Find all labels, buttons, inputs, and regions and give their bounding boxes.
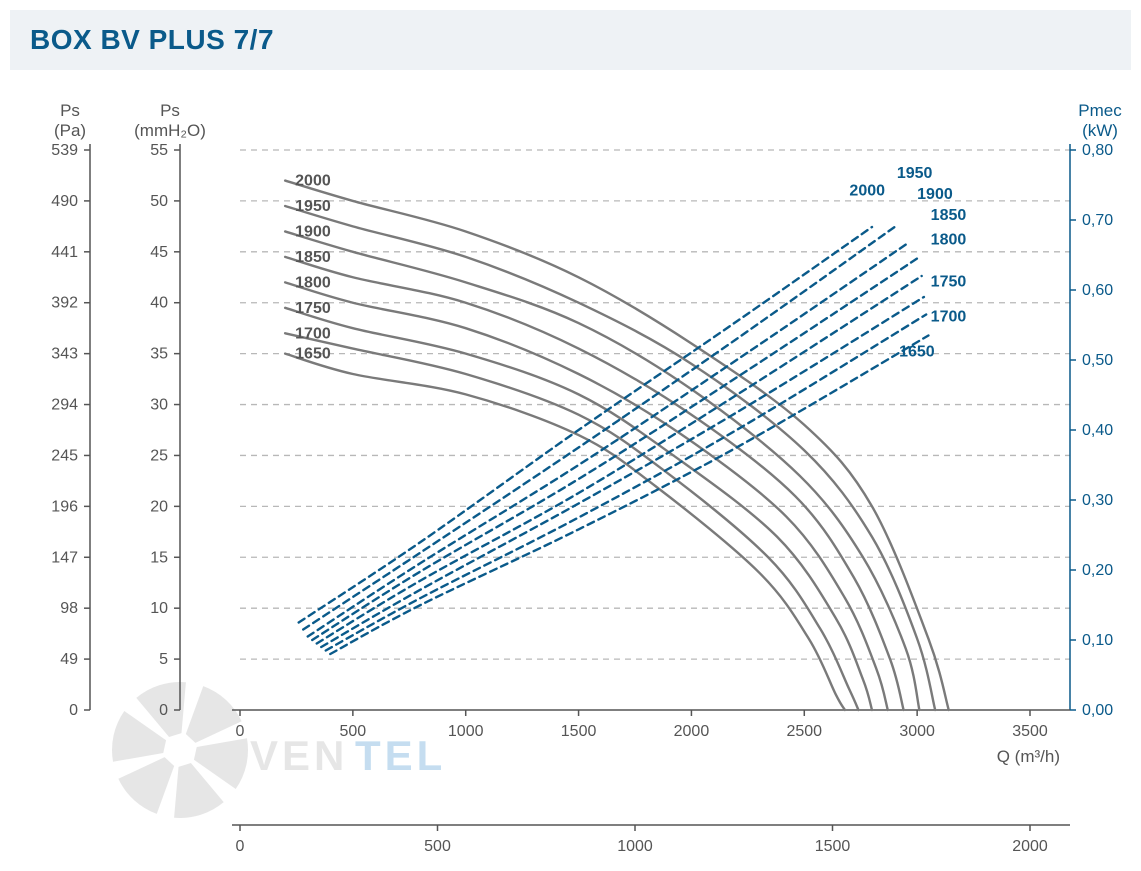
- svg-text:TEL: TEL: [355, 732, 446, 779]
- svg-text:0,80: 0,80: [1082, 142, 1113, 159]
- svg-text:50: 50: [150, 193, 168, 210]
- svg-text:1750: 1750: [931, 274, 967, 291]
- svg-text:0,40: 0,40: [1082, 422, 1113, 439]
- svg-text:3500: 3500: [1012, 723, 1048, 740]
- svg-text:392: 392: [51, 295, 78, 312]
- svg-text:15: 15: [150, 549, 168, 566]
- svg-text:441: 441: [51, 244, 78, 261]
- svg-text:(mmH₂O): (mmH₂O): [134, 121, 206, 140]
- svg-text:1950: 1950: [897, 165, 933, 182]
- svg-text:0: 0: [236, 838, 245, 855]
- svg-text:1700: 1700: [295, 325, 331, 342]
- svg-text:55: 55: [150, 142, 168, 159]
- svg-text:1000: 1000: [617, 838, 653, 855]
- svg-text:500: 500: [340, 723, 367, 740]
- svg-text:0,10: 0,10: [1082, 632, 1113, 649]
- svg-text:2500: 2500: [786, 723, 822, 740]
- svg-text:0,50: 0,50: [1082, 352, 1113, 369]
- fan-curve-chart: VENTEL 0 49 98 147 196 245 294 343 392 441 490 539 0 5…: [10, 70, 1131, 860]
- svg-text:0,00: 0,00: [1082, 702, 1113, 719]
- svg-text:1900: 1900: [917, 186, 953, 203]
- svg-text:1650: 1650: [295, 346, 331, 363]
- svg-text:1900: 1900: [295, 223, 331, 240]
- svg-text:0,60: 0,60: [1082, 282, 1113, 299]
- svg-text:490: 490: [51, 193, 78, 210]
- svg-text:1950: 1950: [295, 198, 331, 215]
- svg-text:1850: 1850: [931, 207, 967, 224]
- svg-text:3000: 3000: [899, 723, 935, 740]
- svg-text:35: 35: [150, 346, 168, 363]
- svg-text:30: 30: [150, 397, 168, 414]
- svg-text:2000: 2000: [1012, 838, 1048, 855]
- svg-text:147: 147: [51, 549, 78, 566]
- svg-text:Q (m³/h): Q (m³/h): [997, 747, 1060, 766]
- svg-text:98: 98: [60, 600, 78, 617]
- svg-text:245: 245: [51, 447, 78, 464]
- svg-text:Pmec: Pmec: [1078, 101, 1122, 120]
- svg-text:49: 49: [60, 651, 78, 668]
- svg-text:1800: 1800: [931, 232, 967, 249]
- svg-text:0,70: 0,70: [1082, 212, 1113, 229]
- svg-text:1700: 1700: [931, 309, 967, 326]
- svg-text:(Pa): (Pa): [54, 121, 86, 140]
- svg-text:0: 0: [159, 702, 168, 719]
- chart-svg: VENTEL 0 49 98 147 196 245 294 343 392 441 490 539 0 5…: [10, 70, 1131, 860]
- svg-text:343: 343: [51, 346, 78, 363]
- svg-text:40: 40: [150, 295, 168, 312]
- svg-text:1800: 1800: [295, 274, 331, 291]
- svg-text:1650: 1650: [899, 344, 935, 361]
- svg-text:0: 0: [236, 723, 245, 740]
- svg-text:10: 10: [150, 600, 168, 617]
- title-bar: BOX BV PLUS 7/7: [10, 10, 1131, 70]
- svg-text:1500: 1500: [815, 838, 851, 855]
- svg-text:1750: 1750: [295, 300, 331, 317]
- svg-text:294: 294: [51, 397, 78, 414]
- svg-text:2000: 2000: [295, 173, 331, 190]
- svg-text:2000: 2000: [849, 183, 885, 200]
- svg-text:1850: 1850: [295, 249, 331, 266]
- svg-text:539: 539: [51, 142, 78, 159]
- svg-text:2000: 2000: [674, 723, 710, 740]
- svg-text:0,30: 0,30: [1082, 492, 1113, 509]
- svg-text:5: 5: [159, 651, 168, 668]
- svg-text:1500: 1500: [561, 723, 597, 740]
- svg-text:20: 20: [150, 498, 168, 515]
- svg-text:1000: 1000: [448, 723, 484, 740]
- svg-text:0: 0: [69, 702, 78, 719]
- svg-text:45: 45: [150, 244, 168, 261]
- svg-text:25: 25: [150, 447, 168, 464]
- svg-text:(kW): (kW): [1082, 121, 1118, 140]
- svg-text:0,20: 0,20: [1082, 562, 1113, 579]
- svg-text:196: 196: [51, 498, 78, 515]
- svg-text:Ps: Ps: [60, 101, 80, 120]
- svg-text:500: 500: [424, 838, 451, 855]
- page-title: BOX BV PLUS 7/7: [30, 24, 1111, 56]
- svg-text:VEN: VEN: [250, 732, 348, 779]
- svg-text:Ps: Ps: [160, 101, 180, 120]
